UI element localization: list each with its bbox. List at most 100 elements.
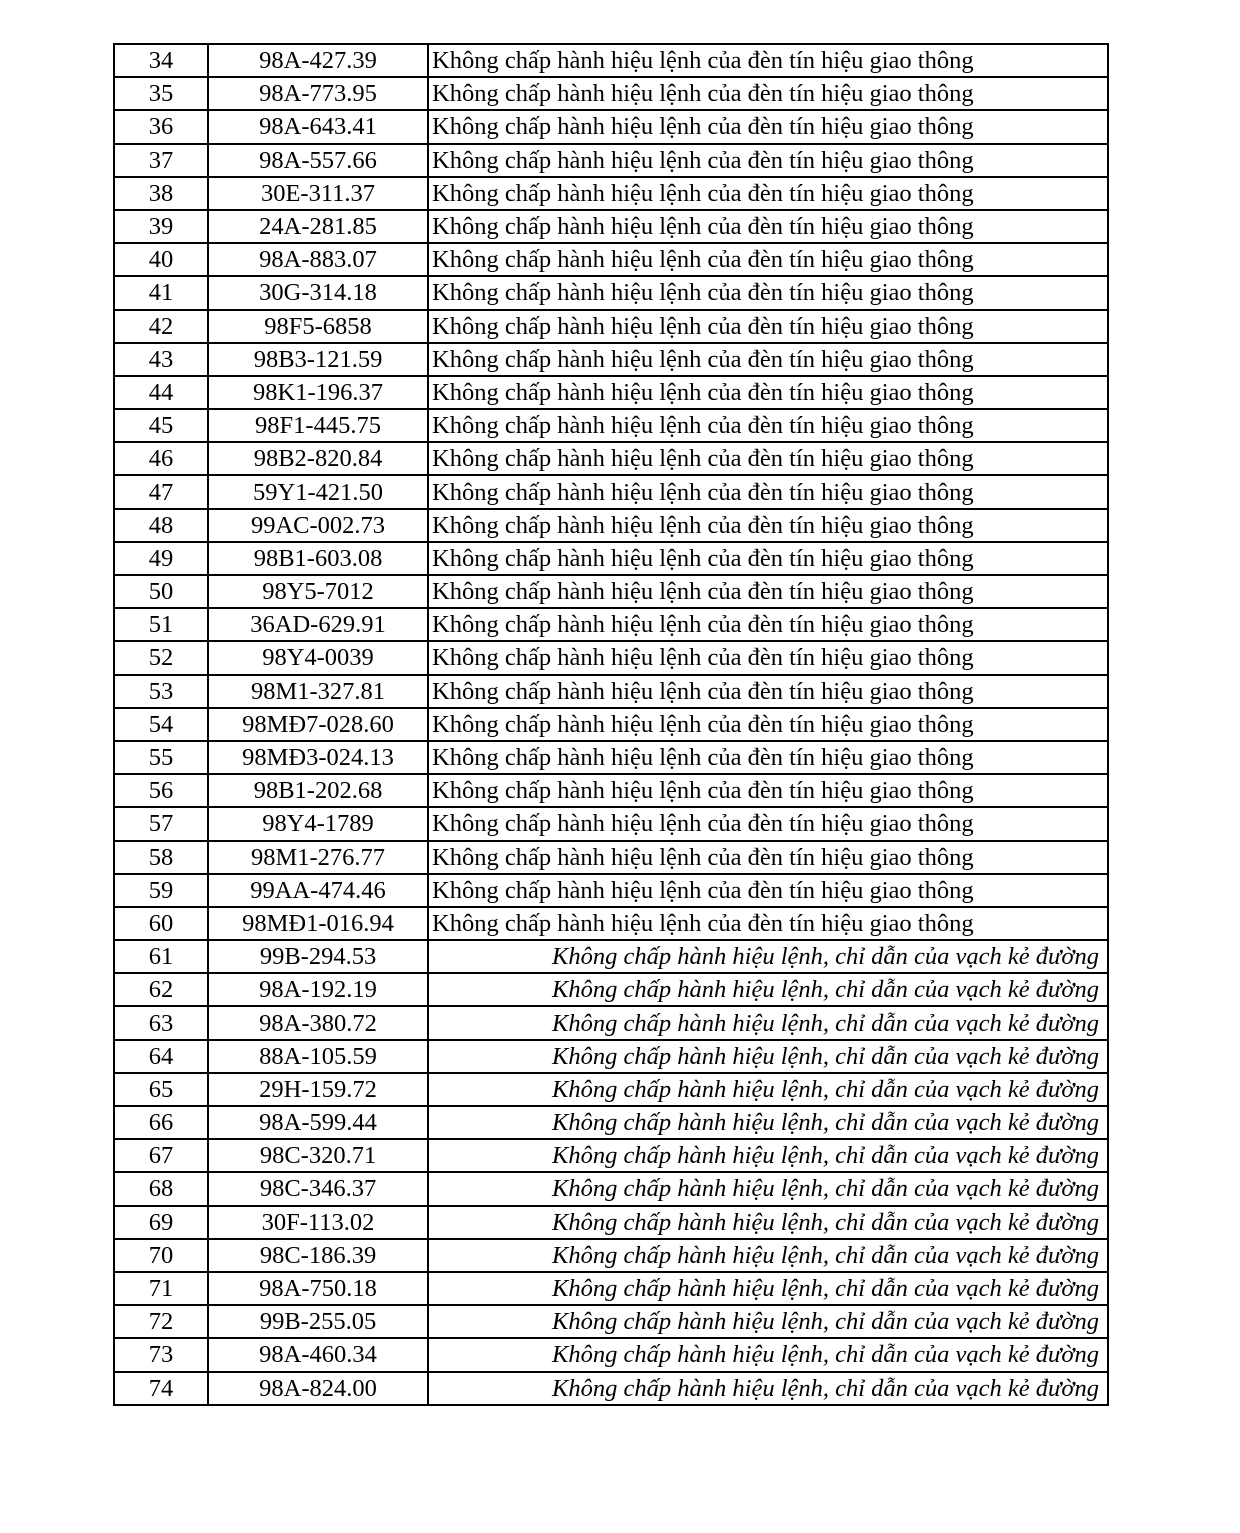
row-number-cell: 44 <box>113 374 209 411</box>
license-plate-cell: 98K1-196.37 <box>207 374 429 411</box>
violation-cell: Không chấp hành hiệu lệnh của đèn tín hi… <box>427 607 1109 643</box>
license-plate-cell: 88A-105.59 <box>207 1038 429 1074</box>
table-row: 67 98C-320.71 Không chấp hành hiệu lệnh, c… <box>113 1138 1109 1174</box>
table-row: 47 59Y1-421.50 Không chấp hành hiệu lệnh c… <box>113 474 1109 510</box>
table-row: 61 99B-294.53 Không chấp hành hiệu lệnh, c… <box>113 939 1109 975</box>
violation-cell: Không chấp hành hiệu lệnh của đèn tín hi… <box>427 208 1109 245</box>
license-plate-cell: 30E-311.37 <box>207 175 429 211</box>
table-row: 52 98Y4-0039 Không chấp hành hiệu lệnh của… <box>113 640 1109 676</box>
table-row: 58 98M1-276.77 Không chấp hành hiệu lệnh c… <box>113 839 1109 875</box>
violation-cell: Không chấp hành hiệu lệnh của đèn tín hi… <box>427 142 1109 178</box>
violation-cell: Không chấp hành hiệu lệnh, chỉ dẫn của v… <box>427 1171 1109 1207</box>
violation-cell: Không chấp hành hiệu lệnh, chỉ dẫn của v… <box>427 939 1109 975</box>
violation-cell: Không chấp hành hiệu lệnh của đèn tín hi… <box>427 175 1109 211</box>
license-plate-cell: 98A-643.41 <box>207 109 429 145</box>
table-row: 39 24A-281.85 Không chấp hành hiệu lệnh củ… <box>113 208 1109 245</box>
violation-cell: Không chấp hành hiệu lệnh của đèn tín hi… <box>427 308 1109 344</box>
license-plate-cell: 98C-186.39 <box>207 1237 429 1273</box>
license-plate-cell: 98MĐ7-028.60 <box>207 706 429 742</box>
row-number-cell: 70 <box>113 1237 209 1273</box>
license-plate-cell: 30G-314.18 <box>207 275 429 311</box>
table-row: 45 98F1-445.75 Không chấp hành hiệu lệnh c… <box>113 408 1109 444</box>
license-plate-cell: 98A-380.72 <box>207 1005 429 1041</box>
license-plate-cell: 98C-320.71 <box>207 1138 429 1174</box>
violation-cell: Không chấp hành hiệu lệnh của đèn tín hi… <box>427 739 1109 776</box>
license-plate-cell: 99AA-474.46 <box>207 872 429 908</box>
row-number-cell: 61 <box>113 939 209 975</box>
violation-cell: Không chấp hành hiệu lệnh của đèn tín hi… <box>427 76 1109 112</box>
violation-cell: Không chấp hành hiệu lệnh của đèn tín hi… <box>427 706 1109 742</box>
violation-cell: Không chấp hành hiệu lệnh của đèn tín hi… <box>427 441 1109 477</box>
row-number-cell: 54 <box>113 706 209 742</box>
license-plate-cell: 98B1-202.68 <box>207 773 429 809</box>
table-row: 63 98A-380.72 Không chấp hành hiệu lệnh, c… <box>113 1005 1109 1041</box>
table-row: 38 30E-311.37 Không chấp hành hiệu lệnh củ… <box>113 175 1109 211</box>
table-row: 41 30G-314.18 Không chấp hành hiệu lệnh củ… <box>113 275 1109 311</box>
row-number-cell: 38 <box>113 175 209 211</box>
violation-cell: Không chấp hành hiệu lệnh, chỉ dẫn của v… <box>427 1270 1109 1307</box>
table-row: 70 98C-186.39 Không chấp hành hiệu lệnh, c… <box>113 1237 1109 1273</box>
violation-cell: Không chấp hành hiệu lệnh của đèn tín hi… <box>427 673 1109 709</box>
row-number-cell: 43 <box>113 341 209 377</box>
row-number-cell: 55 <box>113 739 209 776</box>
table-row: 65 29H-159.72 Không chấp hành hiệu lệnh, c… <box>113 1071 1109 1108</box>
table-row: 74 98A-824.00 Không chấp hành hiệu lệnh, c… <box>113 1370 1109 1406</box>
violation-cell: Không chấp hành hiệu lệnh của đèn tín hi… <box>427 872 1109 908</box>
violation-cell: Không chấp hành hiệu lệnh, chỉ dẫn của v… <box>427 1370 1109 1406</box>
row-number-cell: 51 <box>113 607 209 643</box>
license-plate-cell: 98A-599.44 <box>207 1104 429 1141</box>
row-number-cell: 72 <box>113 1304 209 1340</box>
license-plate-cell: 98B1-603.08 <box>207 540 429 577</box>
row-number-cell: 52 <box>113 640 209 676</box>
violations-table-body: 34 98A-427.39 Không chấp hành hiệu lệnh củ… <box>113 42 1109 1406</box>
violation-cell: Không chấp hành hiệu lệnh của đèn tín hi… <box>427 275 1109 311</box>
row-number-cell: 53 <box>113 673 209 709</box>
row-number-cell: 68 <box>113 1171 209 1207</box>
row-number-cell: 69 <box>113 1204 209 1240</box>
license-plate-cell: 98M1-327.81 <box>207 673 429 709</box>
row-number-cell: 49 <box>113 540 209 577</box>
license-plate-cell: 98M1-276.77 <box>207 839 429 875</box>
license-plate-cell: 24A-281.85 <box>207 208 429 245</box>
table-row: 57 98Y4-1789 Không chấp hành hiệu lệnh của… <box>113 806 1109 842</box>
license-plate-cell: 36AD-629.91 <box>207 607 429 643</box>
row-number-cell: 71 <box>113 1270 209 1307</box>
table-row: 62 98A-192.19 Không chấp hành hiệu lệnh, c… <box>113 972 1109 1008</box>
row-number-cell: 57 <box>113 806 209 842</box>
license-plate-cell: 98A-773.95 <box>207 76 429 112</box>
license-plate-cell: 59Y1-421.50 <box>207 474 429 510</box>
violation-cell: Không chấp hành hiệu lệnh của đèn tín hi… <box>427 374 1109 411</box>
license-plate-cell: 99B-255.05 <box>207 1304 429 1340</box>
license-plate-cell: 29H-159.72 <box>207 1071 429 1108</box>
row-number-cell: 37 <box>113 142 209 178</box>
violation-cell: Không chấp hành hiệu lệnh, chỉ dẫn của v… <box>427 1071 1109 1108</box>
row-number-cell: 34 <box>113 42 209 79</box>
row-number-cell: 58 <box>113 839 209 875</box>
violation-cell: Không chấp hành hiệu lệnh của đèn tín hi… <box>427 109 1109 145</box>
row-number-cell: 42 <box>113 308 209 344</box>
table-row: 66 98A-599.44 Không chấp hành hiệu lệnh, c… <box>113 1104 1109 1141</box>
license-plate-cell: 98A-192.19 <box>207 972 429 1008</box>
row-number-cell: 74 <box>113 1370 209 1406</box>
violation-cell: Không chấp hành hiệu lệnh của đèn tín hi… <box>427 573 1109 610</box>
violation-cell: Không chấp hành hiệu lệnh của đèn tín hi… <box>427 474 1109 510</box>
violation-cell: Không chấp hành hiệu lệnh của đèn tín hi… <box>427 839 1109 875</box>
license-plate-cell: 98F1-445.75 <box>207 408 429 444</box>
violation-cell: Không chấp hành hiệu lệnh, chỉ dẫn của v… <box>427 1104 1109 1141</box>
row-number-cell: 46 <box>113 441 209 477</box>
table-row: 42 98F5-6858 Không chấp hành hiệu lệnh của… <box>113 308 1109 344</box>
violations-table: 34 98A-427.39 Không chấp hành hiệu lệnh củ… <box>113 42 1109 1406</box>
license-plate-cell: 98A-824.00 <box>207 1370 429 1406</box>
license-plate-cell: 30F-113.02 <box>207 1204 429 1240</box>
violation-cell: Không chấp hành hiệu lệnh, chỉ dẫn của v… <box>427 1138 1109 1174</box>
table-row: 55 98MĐ3-024.13 Không chấp hành hiệu lệnh … <box>113 739 1109 776</box>
table-row: 44 98K1-196.37 Không chấp hành hiệu lệnh c… <box>113 374 1109 411</box>
violation-cell: Không chấp hành hiệu lệnh, chỉ dẫn của v… <box>427 1038 1109 1074</box>
license-plate-cell: 98A-557.66 <box>207 142 429 178</box>
row-number-cell: 67 <box>113 1138 209 1174</box>
table-row: 43 98B3-121.59 Không chấp hành hiệu lệnh c… <box>113 341 1109 377</box>
license-plate-cell: 98F5-6858 <box>207 308 429 344</box>
row-number-cell: 39 <box>113 208 209 245</box>
table-row: 60 98MĐ1-016.94 Không chấp hành hiệu lệnh … <box>113 905 1109 942</box>
row-number-cell: 66 <box>113 1104 209 1141</box>
